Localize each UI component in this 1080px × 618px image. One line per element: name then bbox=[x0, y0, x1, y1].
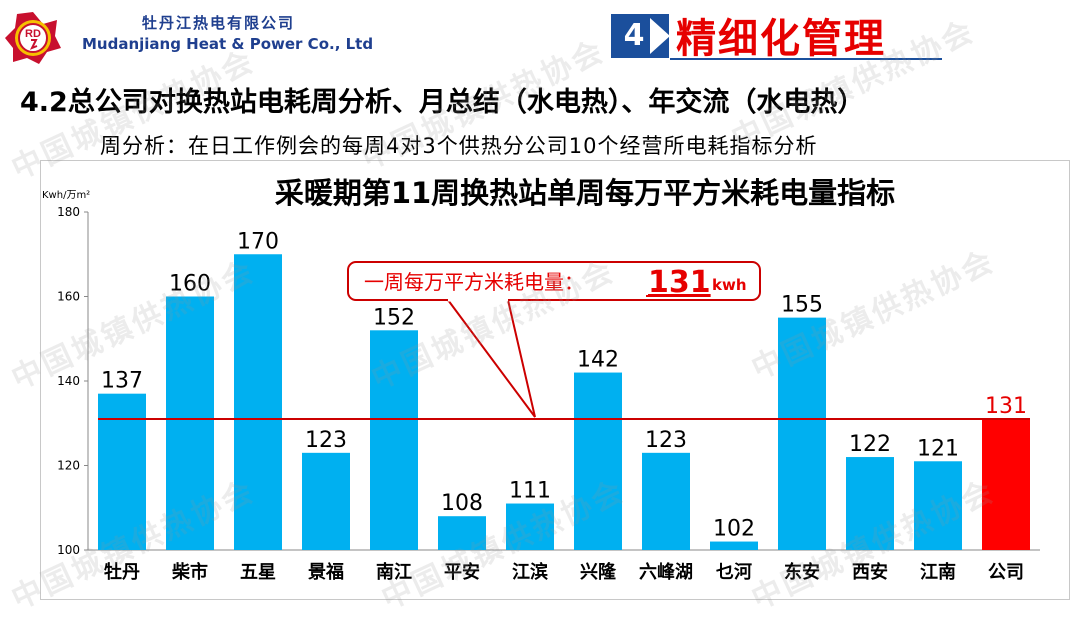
y-tick-label: 120 bbox=[57, 459, 80, 473]
x-tick-label: 江南 bbox=[920, 561, 956, 583]
chart-title: 采暖期第11周换热站单周每万平方米耗电量指标 bbox=[274, 176, 896, 210]
data-label: 122 bbox=[849, 432, 891, 457]
slide-subtitle: 4.2总公司对换热站电耗周分析、月总结（水电热）、年交流（水电热） bbox=[20, 87, 865, 118]
data-label: 142 bbox=[577, 348, 619, 373]
section-title: 精细化管理 bbox=[676, 16, 886, 62]
section-arrow-icon bbox=[650, 18, 670, 54]
slide-description: 周分析：在日工作例会的每周4对3个供热分公司10个经营所电耗指标分析 bbox=[100, 134, 818, 158]
y-tick-label: 180 bbox=[57, 205, 80, 219]
x-tick-label: 东安 bbox=[784, 561, 820, 583]
x-tick-label: 平安 bbox=[444, 561, 480, 583]
bar-2 bbox=[234, 254, 282, 550]
annotation-prefix: 一周每万平方米耗电量： bbox=[364, 270, 584, 294]
data-label: 137 bbox=[101, 369, 143, 394]
data-label: 121 bbox=[917, 436, 959, 461]
data-label: 160 bbox=[169, 272, 211, 297]
bar-4 bbox=[370, 330, 418, 550]
data-label: 131 bbox=[985, 394, 1027, 419]
bar-10 bbox=[778, 317, 826, 550]
bar-11 bbox=[846, 457, 894, 550]
bar-8 bbox=[642, 452, 690, 550]
bar-6 bbox=[506, 503, 554, 550]
company-name-en: Mudanjiang Heat & Power Co., Ltd bbox=[82, 35, 374, 53]
x-tick-label: 牡丹 bbox=[104, 561, 140, 583]
x-tick-label: 江滨 bbox=[512, 561, 548, 583]
annotation-pointer bbox=[447, 299, 536, 418]
data-label: 152 bbox=[373, 305, 415, 330]
y-tick-label: 100 bbox=[57, 543, 80, 557]
x-tick-label: 公司 bbox=[988, 562, 1024, 583]
annotation-value: 131 bbox=[648, 265, 711, 300]
annotation-unit: kwh bbox=[712, 276, 747, 294]
y-axis-unit: Kwh/万m² bbox=[42, 190, 91, 201]
data-label: 123 bbox=[645, 428, 687, 453]
bar-9 bbox=[710, 541, 758, 550]
annotation-callout bbox=[347, 261, 761, 301]
x-tick-label: 乜河 bbox=[716, 562, 752, 583]
x-tick-label: 五星 bbox=[240, 562, 276, 583]
company-name: 牡丹江热电有限公司 Mudanjiang Heat & Power Co., L… bbox=[82, 12, 482, 53]
x-tick-label: 西安 bbox=[852, 561, 888, 583]
bar-3 bbox=[302, 452, 350, 550]
x-tick-label: 南江 bbox=[376, 561, 412, 583]
bar-5 bbox=[438, 516, 486, 550]
x-tick-label: 柴市 bbox=[171, 561, 208, 583]
logo-text: RD bbox=[25, 28, 41, 40]
bar-7 bbox=[574, 372, 622, 550]
company-name-cn: 牡丹江热电有限公司 bbox=[142, 14, 296, 32]
x-tick-label: 兴隆 bbox=[580, 561, 617, 583]
data-label: 170 bbox=[237, 229, 279, 254]
chart-frame bbox=[40, 160, 1070, 600]
data-label: 102 bbox=[713, 517, 755, 542]
data-label: 123 bbox=[305, 428, 347, 453]
company-logo-icon: RD bbox=[5, 12, 61, 64]
section-number: 4 bbox=[623, 18, 645, 53]
data-label: 155 bbox=[781, 293, 823, 318]
y-tick-label: 140 bbox=[57, 374, 80, 388]
x-tick-label: 景福 bbox=[308, 561, 344, 583]
y-tick-label: 160 bbox=[57, 290, 80, 304]
data-label: 111 bbox=[509, 479, 551, 504]
data-label: 108 bbox=[441, 491, 483, 516]
bar-12 bbox=[914, 461, 962, 550]
bar-0 bbox=[98, 393, 146, 550]
x-tick-label: 六峰湖 bbox=[639, 561, 693, 583]
section-underline bbox=[670, 58, 942, 60]
bar-13 bbox=[982, 419, 1030, 550]
bar-1 bbox=[166, 296, 214, 550]
